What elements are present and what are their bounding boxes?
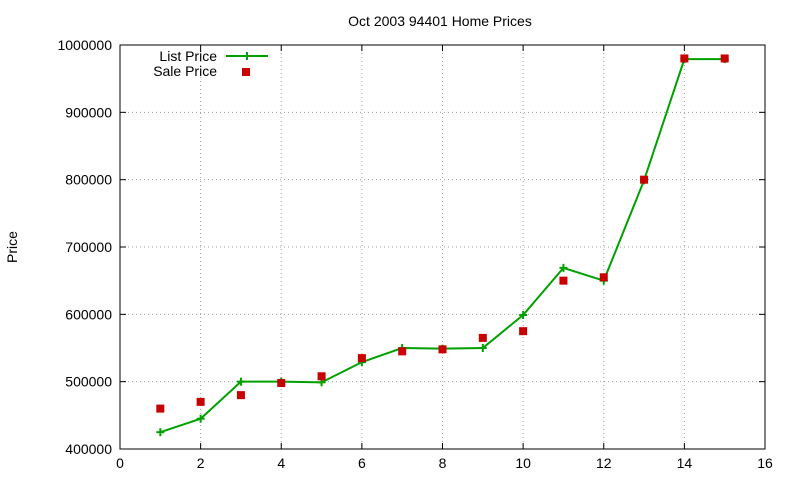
- sale-price-point: [196, 397, 205, 406]
- y-tick-label: 1000000: [57, 37, 112, 53]
- list-price-point: [478, 344, 487, 352]
- sale-price-point: [398, 347, 407, 356]
- sale-price-point: [599, 273, 608, 282]
- sale-price-point: [156, 404, 165, 413]
- sale-price-point: [317, 372, 326, 381]
- x-tick-label: 2: [197, 455, 205, 471]
- legend-label-list-price: List Price: [159, 48, 217, 64]
- sale-price-point: [720, 54, 729, 63]
- y-tick-label: 500000: [65, 374, 112, 390]
- x-tick-label: 4: [277, 455, 285, 471]
- sale-price-point: [236, 391, 245, 400]
- y-tick-label: 800000: [65, 172, 112, 188]
- x-tick-label: 16: [757, 455, 773, 471]
- sale-price-point: [680, 54, 689, 63]
- legend-swatch-sale-price: [242, 68, 250, 76]
- y-tick-label: 400000: [65, 441, 112, 457]
- list-price-point: [559, 263, 568, 272]
- sale-price-point: [519, 327, 528, 336]
- x-tick-label: 14: [677, 455, 693, 471]
- list-price-point: [156, 428, 165, 437]
- sale-price-point: [640, 175, 649, 184]
- plot-series: [156, 54, 729, 437]
- x-tick-label: 0: [116, 455, 124, 471]
- x-tick-label: 6: [358, 455, 366, 471]
- x-tick-label: 12: [596, 455, 612, 471]
- chart-title: Oct 2003 94401 Home Prices: [348, 13, 532, 29]
- list-price-point: [236, 377, 245, 386]
- list-price-point: [519, 311, 528, 320]
- sale-price-point: [438, 345, 447, 354]
- x-tick-label: 10: [515, 455, 531, 471]
- list-price-point: [196, 414, 205, 423]
- sale-price-point: [277, 379, 286, 388]
- x-tick-label: 8: [439, 455, 447, 471]
- legend-swatch-list-price-marker: [243, 52, 251, 60]
- sale-price-point: [559, 276, 568, 285]
- sale-price-point: [478, 333, 487, 342]
- axes: 0 2 4 6 8 10 12 14 16 400000 500000 600000 700000 800…: [57, 37, 773, 471]
- y-tick-label: 700000: [65, 239, 112, 255]
- sale-price-point: [357, 354, 366, 363]
- y-tick-label: 900000: [65, 104, 112, 120]
- y-axis-label: Price: [4, 231, 20, 263]
- legend-label-sale-price: Sale Price: [153, 63, 217, 79]
- y-tick-label: 600000: [65, 306, 112, 322]
